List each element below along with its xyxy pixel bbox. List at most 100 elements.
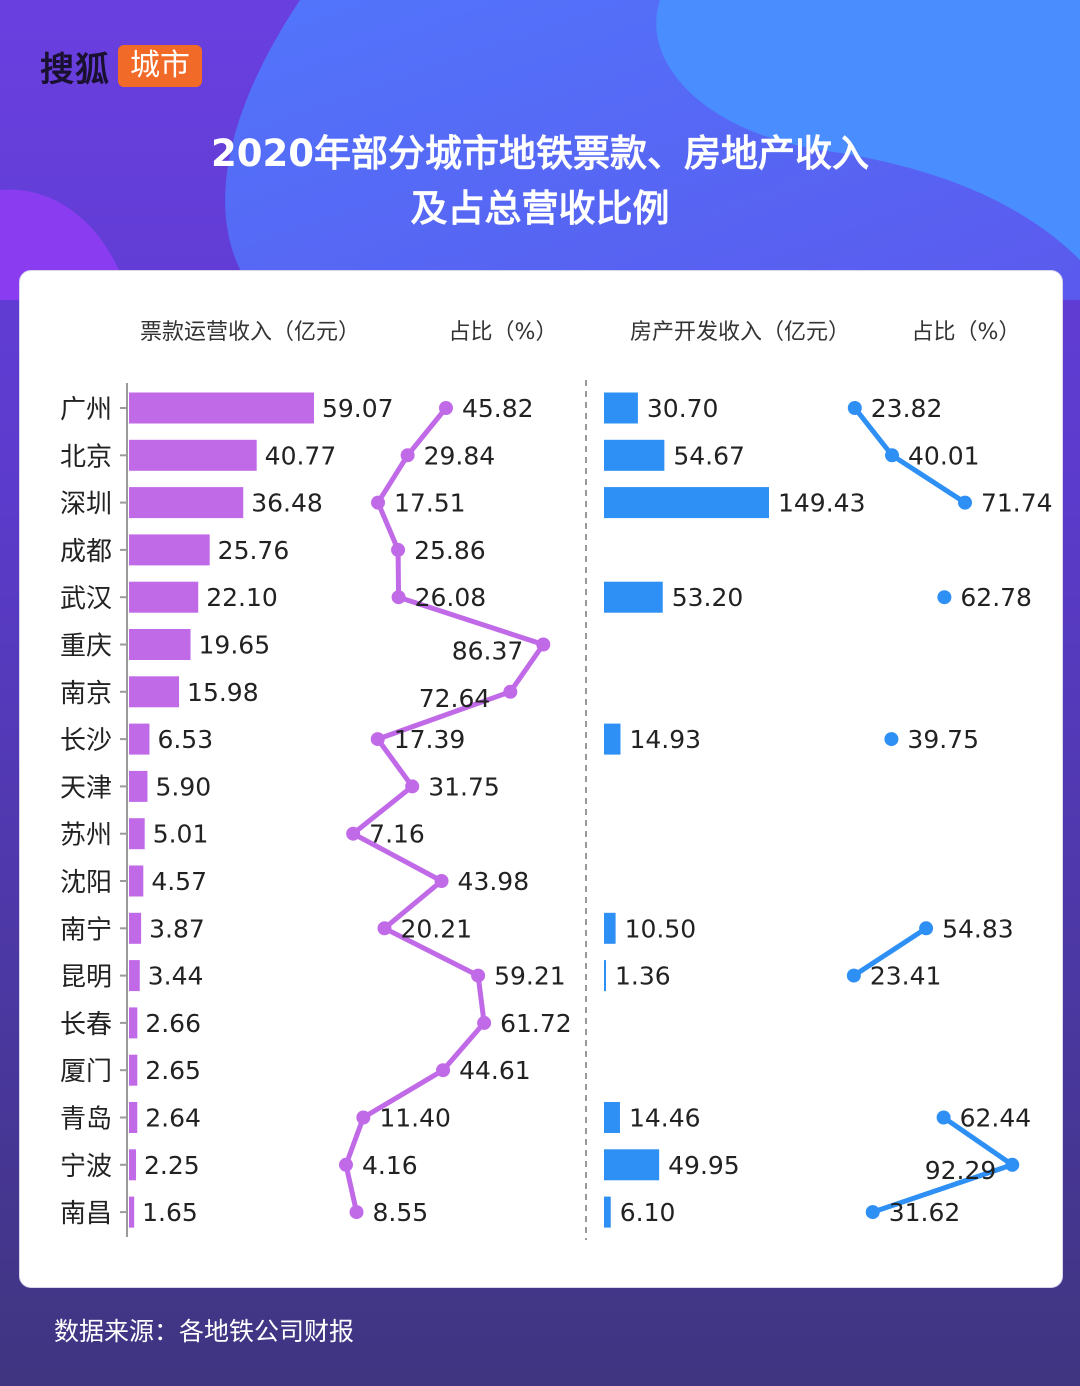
ticket-revenue-bar: [129, 534, 210, 566]
category-label: 长春: [60, 1010, 112, 1040]
ticket-revenue-label: 2.66: [145, 1009, 201, 1038]
real-estate-revenue-label: 30.70: [647, 394, 719, 423]
ticket-revenue-label: 25.76: [218, 536, 290, 565]
ticket-share-point: [346, 826, 361, 841]
real-estate-share-label: 92.29: [925, 1156, 997, 1185]
ticket-share-label: 8.55: [373, 1198, 429, 1227]
real-estate-revenue-label: 6.10: [620, 1198, 676, 1227]
ticket-share-label: 4.16: [362, 1151, 418, 1180]
ticket-revenue-label: 40.77: [265, 441, 337, 470]
ticket-share-label: 17.39: [394, 725, 466, 754]
ticket-share-point: [370, 732, 385, 747]
real-estate-share-point: [846, 968, 861, 983]
real-estate-share-label: 31.62: [889, 1198, 961, 1227]
ticket-share-label: 44.61: [459, 1056, 531, 1085]
ticket-revenue-label: 3.44: [148, 962, 204, 991]
ticket-share-point: [503, 684, 518, 699]
real-estate-share-label: 23.41: [870, 962, 942, 991]
ticket-share-label: 25.86: [414, 536, 486, 565]
ticket-share-label: 86.37: [452, 637, 524, 666]
ticket-share-point: [438, 401, 453, 415]
category-label: 长沙: [60, 726, 112, 756]
ticket-revenue-bar: [129, 1102, 138, 1133]
ticket-share-label: 11.40: [379, 1104, 451, 1133]
column-header: 占比（%）: [912, 320, 1021, 345]
category-label: 深圳: [60, 490, 112, 520]
category-label: 天津: [60, 773, 112, 803]
logo: 搜狐 城市: [40, 44, 202, 90]
column-header: 票款运营收入（亿元）: [140, 320, 360, 345]
data-source: 数据来源：各地铁公司财报: [54, 1317, 355, 1346]
real-estate-share-point: [884, 732, 899, 747]
category-label: 昆明: [60, 963, 112, 993]
ticket-share-point: [405, 779, 420, 794]
ticket-revenue-label: 2.64: [145, 1104, 201, 1133]
ticket-revenue-bar: [129, 1149, 137, 1181]
real-estate-share-label: 23.82: [871, 394, 943, 423]
ticket-share-point: [434, 874, 449, 888]
ticket-share-point: [338, 1157, 353, 1172]
real-estate-revenue-label: 14.93: [629, 725, 701, 754]
ticket-revenue-label: 22.10: [206, 583, 278, 612]
real-estate-revenue-bar: [604, 439, 665, 471]
real-estate-revenue-bar: [604, 581, 663, 613]
real-estate-share-label: 54.83: [942, 914, 1014, 943]
ticket-revenue-bar: [129, 865, 144, 897]
ticket-share-point: [477, 1015, 492, 1030]
ticket-revenue-bar: [129, 723, 150, 755]
category-label: 沈阳: [60, 868, 112, 898]
ticket-share-point: [391, 590, 406, 605]
ticket-share-label: 45.82: [462, 394, 534, 423]
ticket-share-line: [343, 405, 546, 1215]
ticket-share-label: 7.16: [369, 820, 425, 849]
ticket-share-label: 26.08: [415, 583, 487, 612]
ticket-revenue-bar: [129, 960, 140, 992]
ticket-share-point: [391, 542, 406, 557]
ticket-share-point: [471, 968, 486, 983]
column-header: 占比（%）: [449, 320, 558, 345]
ticket-revenue-bar: [129, 770, 148, 802]
ticket-share-point: [436, 1063, 451, 1078]
logo-badge: 城市: [118, 45, 202, 87]
ticket-revenue-bar: [129, 1007, 138, 1039]
category-label: 南昌: [60, 1199, 112, 1229]
real-estate-revenue-bar: [604, 392, 638, 424]
real-estate-revenue-bar: [604, 1102, 620, 1133]
category-label: 重庆: [60, 632, 112, 662]
real-estate-revenue-bar: [604, 487, 769, 519]
ticket-share-label: 20.21: [401, 914, 473, 943]
ticket-revenue-label: 5.01: [153, 820, 209, 849]
ticket-revenue-bar: [129, 487, 244, 519]
ticket-revenue-label: 5.90: [155, 772, 211, 801]
ticket-revenue-bar: [129, 676, 180, 708]
ticket-revenue-label: 6.53: [157, 725, 213, 754]
category-label: 成都: [60, 537, 112, 567]
real-estate-share-point: [1005, 1157, 1020, 1172]
real-estate-share-label: 71.74: [981, 489, 1053, 518]
category-label: 厦门: [60, 1057, 112, 1087]
ticket-share-label: 61.72: [500, 1009, 572, 1038]
real-estate-revenue-bar: [604, 723, 621, 755]
category-label: 宁波: [60, 1152, 112, 1182]
ticket-revenue-bar: [129, 581, 199, 613]
ticket-revenue-label: 2.25: [144, 1151, 200, 1180]
real-estate-share-line: [851, 925, 929, 979]
ticket-share-label: 17.51: [394, 489, 466, 518]
ticket-share-label: 29.84: [424, 441, 496, 470]
ticket-share-point: [349, 1205, 364, 1220]
category-label: 武汉: [60, 584, 112, 614]
real-estate-share-point: [847, 401, 862, 415]
category-label: 青岛: [60, 1105, 112, 1135]
page-title: 2020年部分城市地铁票款、房地产收入 及占总营收比例: [0, 126, 1080, 236]
ticket-revenue-bar: [129, 629, 191, 660]
real-estate-share-point: [936, 1110, 951, 1125]
ticket-revenue-label: 2.65: [145, 1056, 201, 1085]
ticket-revenue-bar: [129, 1054, 138, 1086]
category-label: 广州: [60, 395, 112, 425]
ticket-share-point: [356, 1110, 371, 1125]
real-estate-share-label: 62.44: [960, 1104, 1032, 1133]
real-estate-share-label: 39.75: [907, 725, 979, 754]
real-estate-share-point: [885, 448, 900, 463]
chart-card: [19, 270, 1063, 1288]
